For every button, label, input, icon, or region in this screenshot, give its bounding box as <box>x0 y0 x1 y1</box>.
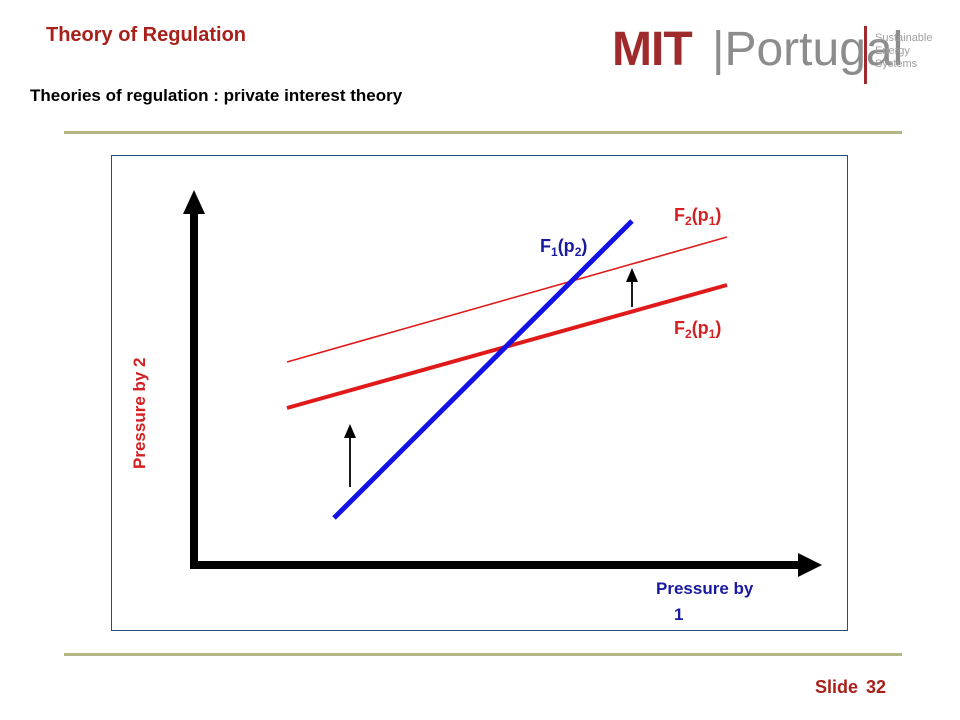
logo-subtitle: Sustainable Energy Systems <box>875 32 933 71</box>
logo-portugal-text: |Portugal <box>712 23 904 76</box>
top-divider <box>64 131 902 134</box>
label-f2-original: F2(p1) <box>674 318 721 341</box>
x-axis-arrowhead <box>798 553 822 577</box>
x-axis-label-line1: Pressure by <box>656 579 754 598</box>
slide-subtitle: Theories of regulation : private interes… <box>30 86 403 105</box>
slide-label: Slide <box>815 677 859 697</box>
slide-number-value: 32 <box>866 677 887 697</box>
bottom-divider <box>64 653 902 656</box>
slide-number: Slide 32 <box>815 677 894 698</box>
f1-line <box>332 219 634 520</box>
logo-line-2: Energy <box>875 45 910 57</box>
logo-mit-text: MIT <box>612 23 693 76</box>
label-f2-shifted: F2(p1) <box>674 205 721 228</box>
shift-arrow-right-head <box>626 268 638 282</box>
logo-divider <box>864 26 867 84</box>
logo-line-1: Sustainable <box>875 32 933 44</box>
y-axis-label: Pressure by 2 <box>130 357 149 469</box>
diagram-frame <box>111 155 848 631</box>
logo-line-3: Systems <box>875 58 918 70</box>
f2-shifted-line <box>286 236 728 363</box>
shift-arrow-left-head <box>344 424 356 438</box>
slide-title: Theory of Regulation <box>46 24 246 46</box>
y-axis-arrowhead <box>183 190 205 214</box>
label-f1: F1(p2) <box>540 236 587 259</box>
x-axis-label-line2: 1 <box>674 605 683 624</box>
mit-portugal-logo: MIT |Portugal Sustainable Energy Systems <box>612 20 952 90</box>
